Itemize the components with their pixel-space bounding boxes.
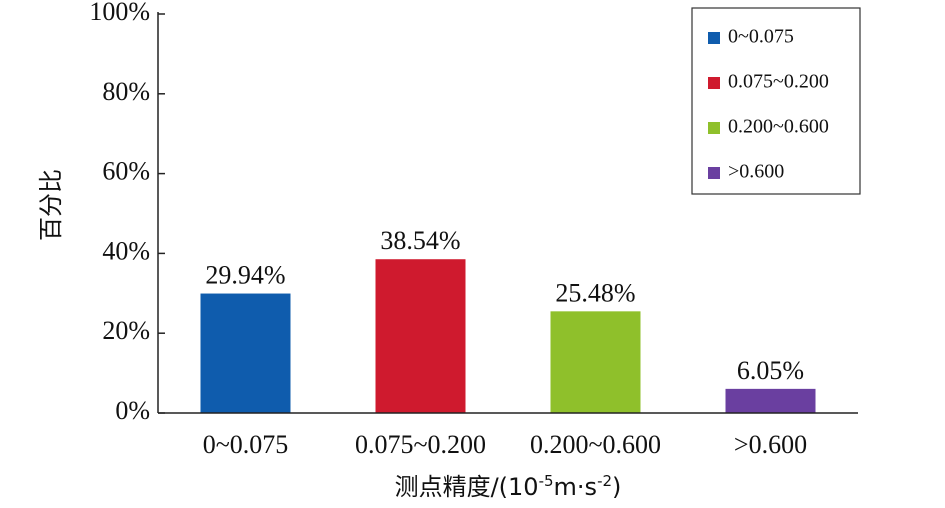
x-axis-title-main: 测点精度/(10 [395, 473, 539, 501]
y-tick-label: 60% [102, 157, 150, 186]
legend-swatch [708, 122, 720, 134]
legend-swatch [708, 32, 720, 44]
legend-label: 0.200~0.600 [728, 116, 829, 138]
y-tick-label: 0% [115, 396, 150, 425]
x-axis-title: 测点精度/(10-5m·s-2) [395, 472, 622, 501]
x-axis-ticks: 0~0.075 0.075~0.200 0.200~0.600 >0.600 [203, 430, 807, 459]
x-axis-title-sup2: -2 [597, 472, 612, 490]
y-tick-label: 40% [102, 236, 150, 265]
x-axis-title-sup1: -5 [539, 472, 554, 490]
bar [550, 311, 641, 413]
bar [375, 259, 466, 413]
bar [200, 293, 291, 413]
data-labels: 29.94% 38.54% 25.48% 6.05% [205, 226, 804, 385]
bar [725, 388, 816, 413]
legend-box [691, 7, 861, 195]
legend-label: 0.075~0.200 [728, 71, 829, 93]
x-tick-label: 0.075~0.200 [355, 430, 486, 459]
y-axis-ticks: 0% 20% 40% 60% 80% 100% [89, 0, 165, 425]
data-label: 6.05% [737, 356, 804, 385]
y-axis-title: 百分比 [37, 169, 65, 241]
data-label: 29.94% [205, 261, 285, 290]
legend: 0~0.075 0.075~0.200 0.200~0.600 >0.600 [691, 7, 861, 195]
data-label: 38.54% [380, 226, 460, 255]
x-tick-label: >0.600 [734, 430, 807, 459]
legend-label: >0.600 [728, 161, 784, 183]
legend-swatch [708, 167, 720, 179]
x-tick-label: 0~0.075 [203, 430, 289, 459]
bars [200, 259, 816, 413]
x-tick-label: 0.200~0.600 [530, 430, 661, 459]
legend-label: 0~0.075 [728, 26, 794, 48]
legend-items: 0~0.075 0.075~0.200 0.200~0.600 >0.600 [708, 26, 829, 183]
data-label: 25.48% [555, 278, 635, 307]
legend-swatch [708, 77, 720, 89]
x-axis-title-mid: m·s [554, 473, 598, 501]
y-tick-label: 100% [89, 0, 150, 26]
x-axis-title-end: ) [612, 473, 621, 501]
y-tick-label: 20% [102, 316, 150, 345]
y-tick-label: 80% [102, 77, 150, 106]
